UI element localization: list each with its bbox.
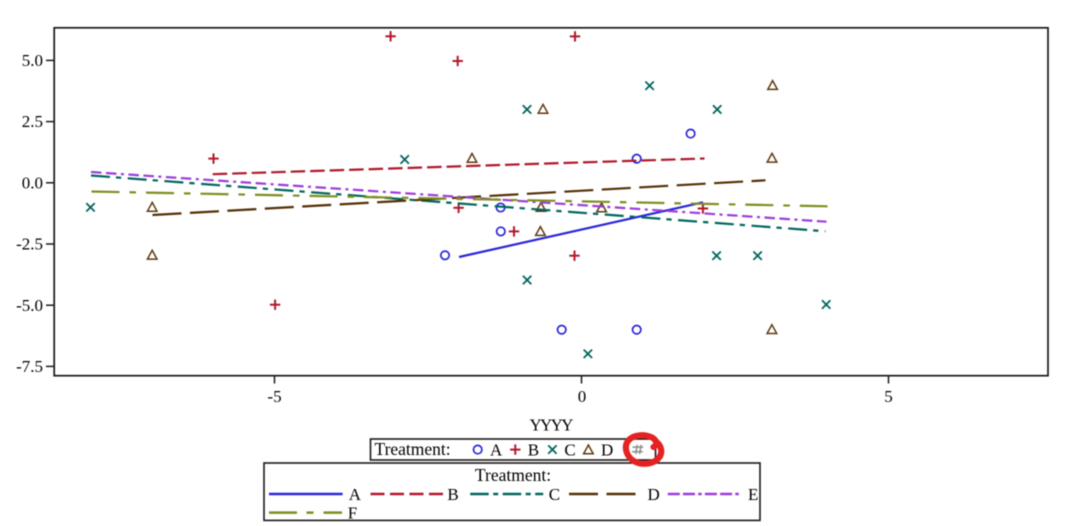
svg-text:E: E — [748, 485, 758, 504]
svg-text:5.0: 5.0 — [22, 51, 43, 70]
svg-text:C: C — [549, 485, 560, 504]
svg-text:YYYY: YYYY — [529, 416, 573, 435]
svg-text:Treatment:: Treatment: — [375, 439, 451, 459]
svg-text:5: 5 — [884, 387, 893, 406]
svg-text:A: A — [490, 441, 503, 460]
svg-text:-2.5: -2.5 — [16, 235, 43, 254]
svg-text:B: B — [528, 441, 539, 460]
svg-text:0.0: 0.0 — [22, 173, 43, 192]
svg-text:B: B — [447, 485, 458, 504]
svg-text:C: C — [564, 441, 575, 460]
svg-text:D: D — [648, 485, 660, 504]
svg-text:-5: -5 — [267, 387, 281, 406]
svg-text:F: F — [348, 504, 357, 523]
svg-text:Treatment:: Treatment: — [475, 465, 551, 485]
svg-text:D: D — [601, 441, 613, 460]
svg-text:-5.0: -5.0 — [16, 296, 43, 315]
svg-text:A: A — [349, 485, 362, 504]
svg-text:-7.5: -7.5 — [16, 357, 43, 376]
svg-text:2.5: 2.5 — [22, 112, 43, 131]
svg-text:0: 0 — [578, 387, 587, 406]
